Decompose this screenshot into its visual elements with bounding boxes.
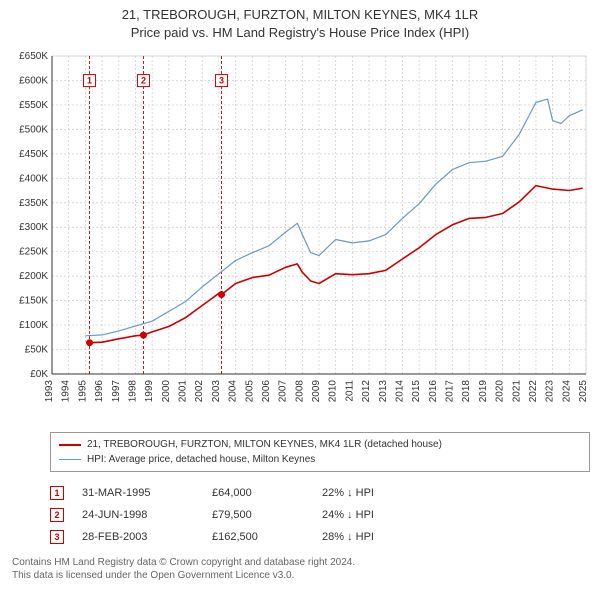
- transaction-price: £79,500: [212, 509, 322, 521]
- transaction-date: 24-JUN-1998: [82, 509, 212, 521]
- transaction-marker: 2: [50, 508, 64, 522]
- price-chart: £0K £50K £100K £150K £200K £250K £300K £350K £40…: [10, 52, 590, 424]
- y-tick-label: £200K: [19, 272, 48, 283]
- y-tick-label: £0K: [30, 369, 48, 380]
- x-tick-label: 2020: [495, 380, 506, 403]
- x-tick-label: 2001: [178, 380, 189, 403]
- y-tick-label: £650K: [19, 52, 48, 62]
- y-tick-label: £250K: [19, 247, 48, 258]
- transaction-diff: 22% ↓ HPI: [322, 487, 374, 499]
- transaction-diff: 28% ↓ HPI: [322, 531, 374, 543]
- x-tick-label: 2004: [228, 380, 239, 403]
- x-tick-label: 2005: [244, 380, 255, 403]
- x-tick-label: 2008: [294, 380, 305, 403]
- y-tick-label: £600K: [19, 76, 48, 87]
- marker-dot: [140, 332, 147, 339]
- x-tick-label: 2012: [361, 380, 372, 403]
- x-tick-label: 2019: [478, 380, 489, 403]
- x-tick-label: 1995: [77, 380, 88, 403]
- x-tick-label: 2023: [545, 380, 556, 403]
- x-tick-label: 2014: [394, 380, 405, 403]
- x-tick-label: 2018: [461, 380, 472, 403]
- marker-number: 1: [87, 76, 92, 86]
- title-address: 21, TREBOROUGH, FURZTON, MILTON KEYNES, …: [0, 6, 600, 24]
- footer-line2: This data is licensed under the Open Gov…: [12, 569, 590, 582]
- y-tick-label: £400K: [19, 174, 48, 185]
- footer: Contains HM Land Registry data © Crown c…: [12, 556, 590, 582]
- x-tick-label: 2000: [161, 380, 172, 403]
- transaction-row: 1 31-MAR-1995£64,00022% ↓ HPI: [50, 482, 590, 504]
- y-tick-label: £550K: [19, 100, 48, 111]
- x-tick-label: 2007: [278, 380, 289, 403]
- x-tick-label: 2010: [328, 380, 339, 403]
- y-tick-label: £350K: [19, 198, 48, 209]
- series-property: [90, 186, 583, 343]
- title-block: 21, TREBOROUGH, FURZTON, MILTON KEYNES, …: [0, 0, 600, 44]
- transaction-row: 2 24-JUN-1998£79,50024% ↓ HPI: [50, 504, 590, 526]
- marker-dot: [218, 291, 225, 298]
- footer-line1: Contains HM Land Registry data © Crown c…: [12, 556, 590, 569]
- plot-border: [52, 56, 586, 374]
- x-tick-label: 1998: [127, 380, 138, 403]
- transaction-price: £64,000: [212, 487, 322, 499]
- legend-label: 21, TREBOROUGH, FURZTON, MILTON KEYNES, …: [87, 437, 442, 452]
- x-tick-label: 2015: [411, 380, 422, 403]
- marker-dot: [86, 340, 93, 347]
- transaction-diff: 24% ↓ HPI: [322, 509, 374, 521]
- y-tick-label: £50K: [25, 345, 49, 356]
- y-tick-label: £500K: [19, 125, 48, 136]
- legend: 21, TREBOROUGH, FURZTON, MILTON KEYNES, …: [50, 432, 590, 472]
- x-tick-label: 2002: [194, 380, 205, 403]
- legend-swatch: [59, 459, 81, 460]
- transaction-row: 3 28-FEB-2003£162,50028% ↓ HPI: [50, 526, 590, 548]
- y-tick-label: £450K: [19, 149, 48, 160]
- y-tick-label: £300K: [19, 223, 48, 234]
- transaction-date: 31-MAR-1995: [82, 487, 212, 499]
- x-tick-label: 1999: [144, 380, 155, 403]
- legend-label: HPI: Average price, detached house, Milt…: [87, 452, 315, 467]
- transaction-marker: 3: [50, 530, 64, 544]
- x-tick-label: 1994: [61, 380, 72, 403]
- legend-row: 21, TREBOROUGH, FURZTON, MILTON KEYNES, …: [59, 437, 581, 452]
- legend-swatch: [59, 444, 81, 446]
- x-tick-label: 2006: [261, 380, 272, 403]
- y-tick-label: £100K: [19, 320, 48, 331]
- transaction-date: 28-FEB-2003: [82, 531, 212, 543]
- title-subtitle: Price paid vs. HM Land Registry's House …: [0, 24, 600, 42]
- x-tick-label: 1993: [44, 380, 55, 403]
- transaction-marker: 1: [50, 486, 64, 500]
- x-tick-label: 2009: [311, 380, 322, 403]
- marker-number: 3: [219, 76, 224, 86]
- x-tick-label: 1996: [94, 380, 105, 403]
- x-tick-label: 2013: [378, 380, 389, 403]
- transactions-table: 1 31-MAR-1995£64,00022% ↓ HPI 2 24-JUN-1998…: [50, 482, 590, 548]
- x-tick-label: 2017: [445, 380, 456, 403]
- x-tick-label: 2024: [561, 380, 572, 403]
- x-tick-label: 2021: [511, 380, 522, 403]
- x-tick-label: 2022: [528, 380, 539, 403]
- x-tick-label: 2016: [428, 380, 439, 403]
- y-tick-label: £150K: [19, 296, 48, 307]
- x-tick-label: 2025: [578, 380, 589, 403]
- x-tick-label: 1997: [111, 380, 122, 403]
- x-tick-label: 2003: [211, 380, 222, 403]
- x-tick-label: 2011: [344, 380, 355, 402]
- chart-area: £0K £50K £100K £150K £200K £250K £300K £350K £40…: [10, 52, 590, 424]
- transaction-price: £162,500: [212, 531, 322, 543]
- marker-number: 2: [141, 76, 146, 86]
- legend-row: HPI: Average price, detached house, Milt…: [59, 452, 581, 467]
